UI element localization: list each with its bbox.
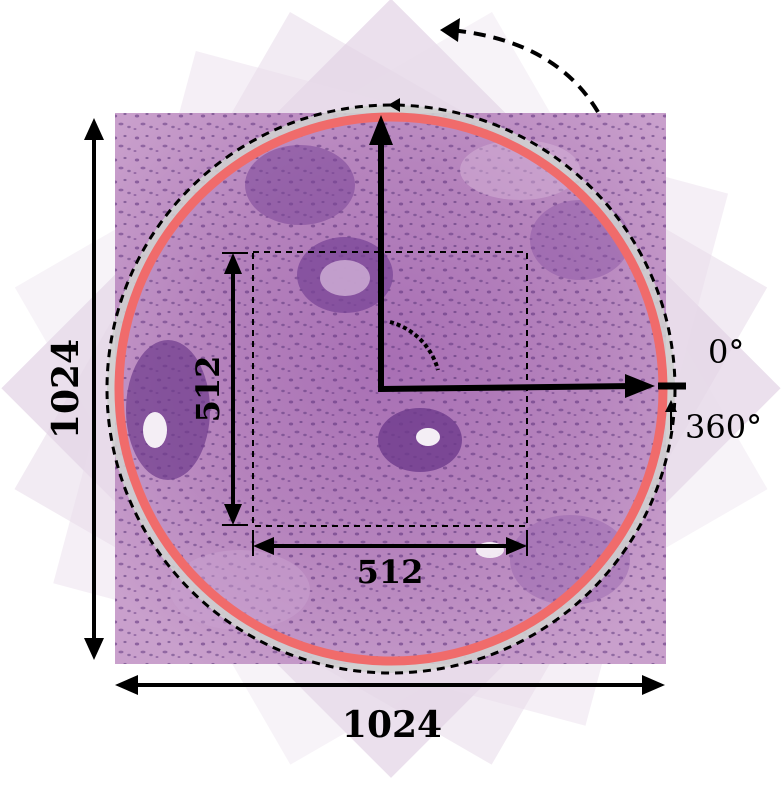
rotation-direction-arrow	[449, 28, 600, 114]
inner-height-dimension	[222, 252, 248, 526]
outer-width-label: 1024	[342, 704, 442, 746]
inner-width-label: 512	[357, 553, 424, 591]
outer-width-dimension	[115, 675, 665, 695]
outer-height-dimension	[84, 118, 104, 660]
horizontal-arrowhead	[625, 374, 655, 398]
rotation-direction-arrowhead	[440, 18, 460, 42]
angle-arc	[389, 320, 440, 371]
gland-structures	[126, 140, 630, 630]
inner-width-dimension	[252, 530, 528, 556]
dashed-circle-arrowhead	[388, 98, 400, 112]
vertical-arrowhead	[369, 115, 393, 145]
inner-height-label: 512	[189, 356, 227, 423]
horizontal-radius-arrow	[377, 383, 636, 392]
outer-height-label: 1024	[45, 339, 87, 439]
angle-start-label: 0°	[708, 333, 744, 371]
angle-end-label: 360°	[685, 408, 762, 446]
